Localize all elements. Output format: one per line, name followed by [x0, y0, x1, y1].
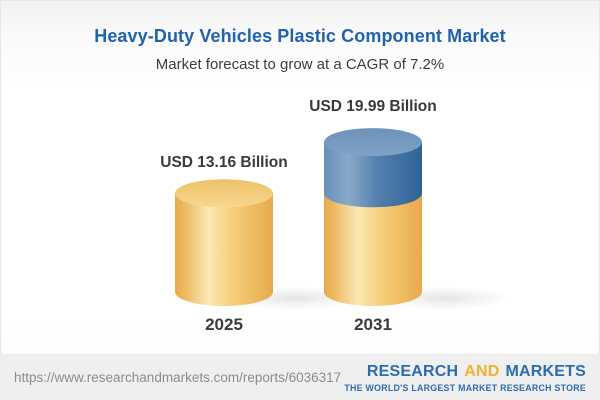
category-label-2031: 2031 — [354, 315, 392, 334]
header: Heavy-Duty Vehicles Plastic Component Ma… — [0, 0, 600, 73]
logo-word-research: RESEARCH — [366, 362, 459, 380]
logo-word-markets: MARKETS — [505, 362, 586, 380]
brand-logo: RESEARCH AND MARKETS THE WORLD'S LARGEST… — [344, 363, 586, 393]
chart-subtitle: Market forecast to grow at a CAGR of 7.2… — [155, 56, 445, 73]
logo-word-and: AND — [464, 362, 500, 380]
value-label-2025: USD 13.16 Billion — [160, 154, 288, 171]
value-label-2031: USD 19.99 Billion — [309, 98, 437, 115]
report-url: https://www.researchandmarkets.com/repor… — [14, 370, 342, 385]
category-label-2025: 2025 — [205, 315, 243, 334]
footer: https://www.researchandmarkets.com/repor… — [0, 354, 600, 400]
chart-title: Heavy-Duty Vehicles Plastic Component Ma… — [94, 26, 506, 46]
logo-wordmark: RESEARCH AND MARKETS — [344, 363, 586, 381]
logo-tagline: THE WORLD'S LARGEST MARKET RESEARCH STOR… — [344, 382, 586, 393]
